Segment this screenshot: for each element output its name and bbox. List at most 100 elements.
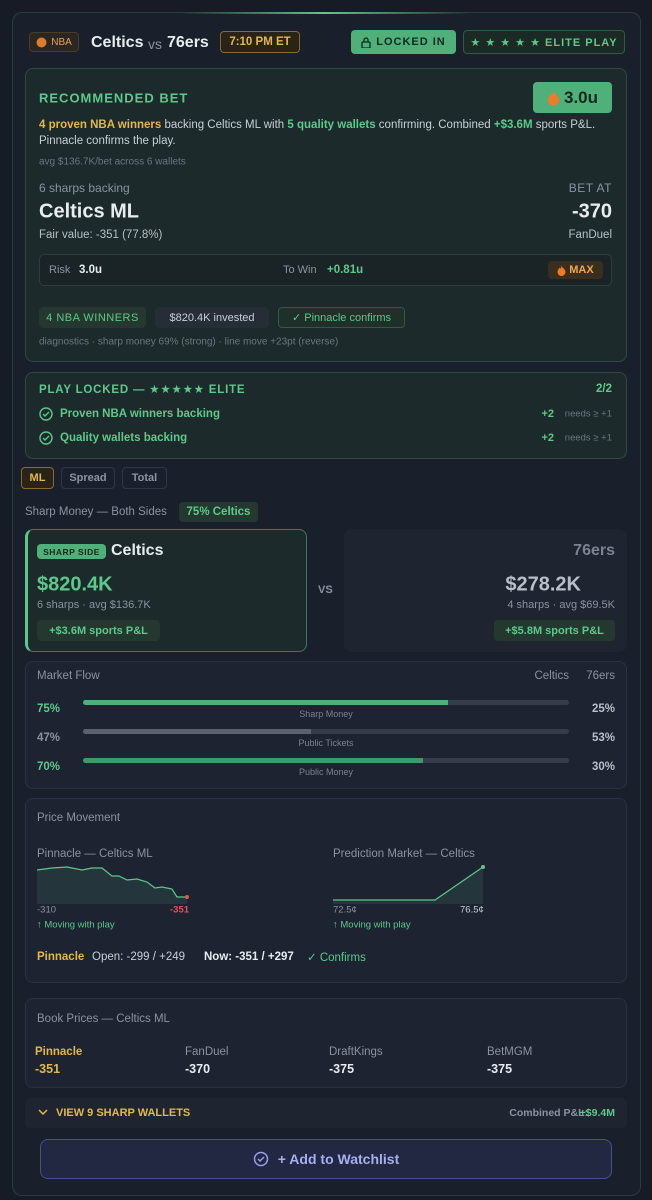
away-pct: 53% bbox=[591, 732, 615, 744]
market-flow-card bbox=[25, 661, 627, 789]
book: FanDuel bbox=[568, 229, 612, 241]
chart-title: Prediction Market — Celtics bbox=[333, 848, 475, 860]
summary-part: 5 quality wallets bbox=[287, 119, 376, 131]
book-name: FanDuel bbox=[185, 1046, 229, 1058]
league: NBA bbox=[51, 36, 72, 48]
summary-part: 4 proven NBA winners bbox=[39, 119, 162, 131]
book-name: BetMGM bbox=[487, 1046, 533, 1058]
flow-bar bbox=[83, 758, 569, 763]
bet-at: -370 bbox=[571, 200, 612, 223]
check-icon bbox=[253, 1151, 269, 1167]
watchlist-button[interactable]: + Add to Watchlist bbox=[40, 1139, 612, 1179]
book-price: -375 bbox=[329, 1062, 355, 1076]
check-icon bbox=[39, 407, 53, 421]
flow-label: Public Money bbox=[298, 767, 354, 777]
wallets-row[interactable] bbox=[25, 1098, 627, 1128]
check-need: needs ≥ +1 bbox=[564, 408, 612, 420]
flame-icon bbox=[547, 90, 559, 105]
sharps: 6 sharps backing bbox=[39, 181, 130, 195]
book-price: -370 bbox=[185, 1062, 211, 1076]
summary-part: sports P&L. Pinnacle confirms the play. bbox=[39, 119, 596, 147]
rating-badge: ★ ★ ★ ★ ★ ELITE PLAY bbox=[463, 30, 625, 54]
prediction-sparkline bbox=[333, 865, 485, 904]
flow-bar bbox=[83, 729, 569, 734]
summary: 4 proven NBA winners backing Celtics ML … bbox=[39, 117, 619, 149]
watchlist-label[interactable]: + Add to Watchlist bbox=[277, 1151, 400, 1167]
tag: $820.4K invested bbox=[155, 307, 269, 328]
lock-icon bbox=[361, 36, 371, 48]
tab[interactable]: Spread bbox=[61, 467, 115, 489]
sharp-pct: 75% Celtics bbox=[179, 502, 258, 522]
away-share bbox=[447, 700, 569, 705]
bet-at-label: BET AT bbox=[568, 181, 612, 195]
chart-note: ↑ Moving with play bbox=[333, 919, 411, 931]
max: MAX bbox=[569, 264, 594, 276]
check-label: Quality wallets backing bbox=[60, 432, 188, 444]
book-name: Pinnacle bbox=[35, 1046, 83, 1058]
away-team: 76ers bbox=[167, 34, 209, 51]
check-score: +2 bbox=[541, 432, 554, 444]
locked-badge: LOCKED IN bbox=[351, 30, 456, 54]
side-amount: $820.4K bbox=[37, 573, 113, 596]
side-team: 76ers bbox=[573, 542, 615, 559]
chart-start: -310 bbox=[37, 904, 57, 916]
book-name: DraftKings bbox=[329, 1046, 383, 1058]
chevron bbox=[38, 1109, 48, 1116]
home-pct: 70% bbox=[37, 761, 61, 773]
game-time: 7:10 PM ET bbox=[220, 31, 300, 53]
side-team: Celtics bbox=[111, 542, 164, 559]
away-share bbox=[311, 729, 569, 734]
flow-away: 76ers bbox=[586, 670, 615, 682]
flow-home: Celtics bbox=[534, 670, 569, 682]
summary-confirms: ✓ Confirms bbox=[307, 952, 366, 964]
flow-bar bbox=[83, 700, 569, 705]
wallets-pnl: +$9.4M bbox=[579, 1107, 615, 1119]
chart-start: 72.5¢ bbox=[333, 904, 357, 916]
tab[interactable]: Total bbox=[122, 467, 167, 489]
risk-box bbox=[39, 254, 612, 286]
sharp-title: Sharp Money — Both Sides bbox=[25, 506, 167, 518]
tag: ✓ Pinnacle confirms bbox=[278, 307, 405, 328]
tab[interactable]: ML bbox=[21, 467, 54, 489]
flow-label: Sharp Money bbox=[299, 709, 353, 719]
summary-now: Now: -351 / +297 bbox=[204, 951, 294, 963]
away-pct: 30% bbox=[591, 761, 615, 773]
chart-note: ↑ Moving with play bbox=[37, 919, 115, 931]
home-share bbox=[83, 700, 448, 705]
league-badge: NBA bbox=[29, 32, 79, 52]
vs-label: VS bbox=[318, 584, 333, 596]
price-title: Price Movement bbox=[37, 812, 121, 824]
locked-card bbox=[25, 372, 627, 459]
check-need: needs ≥ +1 bbox=[564, 432, 612, 444]
home-team: Celtics bbox=[91, 34, 144, 51]
flow-title: Market Flow bbox=[37, 670, 100, 682]
book-price: -351 bbox=[35, 1062, 61, 1076]
summary-book: Pinnacle bbox=[37, 951, 85, 963]
side-pnl: +$3.6M sports P&L bbox=[37, 620, 160, 641]
risk-label: Risk bbox=[49, 264, 71, 276]
summary-part: +$3.6M bbox=[493, 119, 533, 131]
top-accent bbox=[180, 12, 470, 14]
away-pct: 25% bbox=[591, 703, 615, 715]
check-score: +2 bbox=[541, 408, 554, 420]
flame-icon bbox=[557, 265, 566, 276]
home-share bbox=[83, 729, 312, 734]
pinnacle-sparkline bbox=[37, 866, 189, 904]
wallets-toggle[interactable]: VIEW 9 SHARP WALLETS bbox=[56, 1107, 191, 1119]
summary-open: Open: -299 / +249 bbox=[92, 951, 186, 963]
units: 3.0u bbox=[563, 87, 599, 107]
price-card bbox=[25, 798, 627, 983]
locked-title: PLAY LOCKED — ★★★★★ ELITE bbox=[39, 384, 246, 396]
side-pnl: +$5.8M sports P&L bbox=[494, 620, 615, 641]
away-share bbox=[423, 758, 569, 763]
tag: 4 NBA WINNERS bbox=[39, 307, 146, 328]
wallets-pnl-label: Combined P&L: bbox=[509, 1107, 588, 1119]
chart-title: Pinnacle — Celtics ML bbox=[37, 848, 153, 860]
home-pct: 75% bbox=[37, 703, 61, 715]
book-price: -375 bbox=[487, 1062, 513, 1076]
section-title: RECOMMENDED BET bbox=[39, 90, 189, 106]
status: LOCKED IN bbox=[376, 36, 446, 48]
to-win-label: To Win bbox=[283, 264, 317, 276]
sharp-badge: SHARP SIDE bbox=[37, 544, 106, 559]
side-amount: $278.2K bbox=[505, 573, 581, 596]
